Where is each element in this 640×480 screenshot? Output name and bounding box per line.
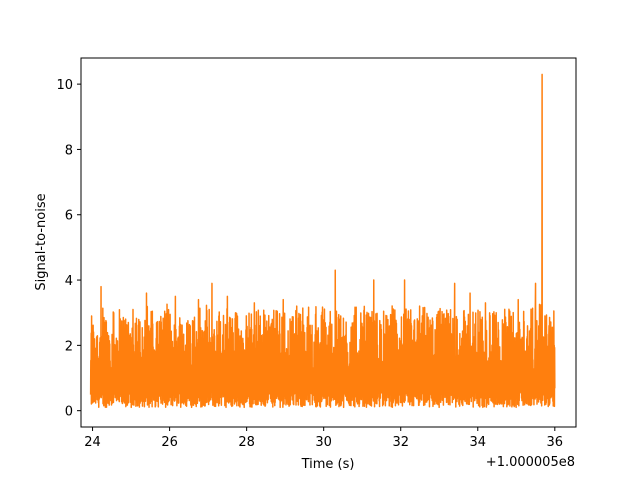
x-tick-label: 36 — [547, 435, 564, 450]
series-layer — [89, 73, 556, 409]
x-tick-label: 34 — [469, 435, 486, 450]
x-axis-label: Time (s) — [301, 457, 355, 472]
x-tick-label: 32 — [392, 435, 409, 450]
y-tick-label: 10 — [56, 78, 73, 93]
x-tick-label: 30 — [315, 435, 332, 450]
x-axis: 24 26 28 30 32 34 36 — [84, 427, 563, 450]
x-tick-label: 28 — [238, 435, 255, 450]
y-tick-label: 8 — [65, 143, 73, 158]
y-axis-label: Signal-to-noise — [34, 193, 49, 290]
x-tick-label: 26 — [161, 435, 178, 450]
x-offset-label: +1.000005e8 — [486, 455, 575, 470]
x-tick-label: 24 — [84, 435, 101, 450]
y-tick-label: 0 — [65, 405, 73, 420]
plot-frame — [80, 57, 577, 428]
y-tick-label: 6 — [65, 209, 73, 224]
y-tick-label: 2 — [65, 339, 73, 354]
snr-series-line — [89, 73, 556, 409]
y-axis: 0 2 4 6 8 10 — [56, 78, 81, 420]
y-tick-label: 4 — [65, 274, 73, 289]
